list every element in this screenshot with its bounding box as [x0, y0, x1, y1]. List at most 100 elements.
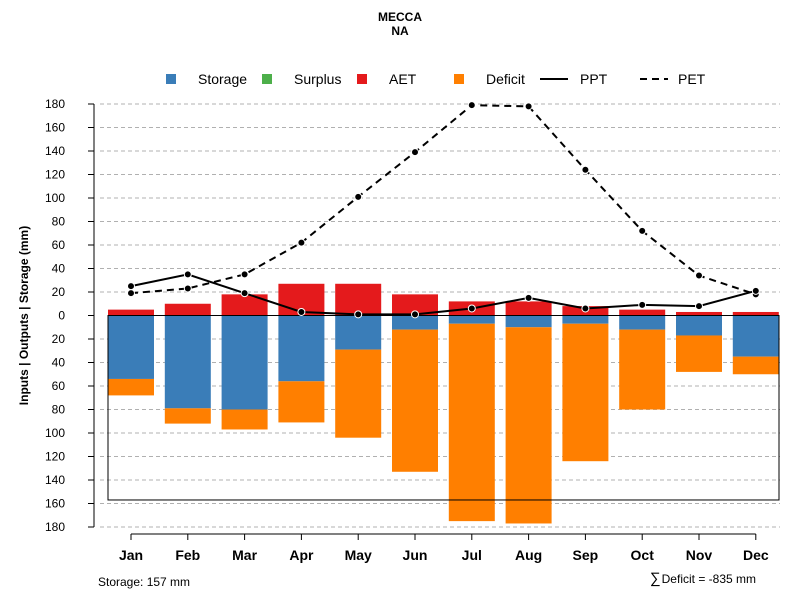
pet-point	[524, 102, 533, 111]
pet-point	[183, 284, 192, 293]
y-tick-label: 100	[45, 191, 65, 205]
ppt-point	[240, 289, 249, 298]
x-tick-label: Jul	[462, 547, 482, 563]
aet-bar	[108, 309, 154, 316]
y-tick-label: 20	[52, 332, 66, 346]
legend-label-aet: AET	[389, 71, 417, 87]
storage-bar	[505, 315, 552, 328]
legend-swatch-aet	[357, 74, 367, 84]
pet-point	[411, 148, 419, 157]
storage-capacity-label: Storage: 157 mm	[98, 575, 191, 589]
y-tick-label: 140	[45, 473, 65, 487]
aet-bar	[392, 294, 438, 316]
aet-bar	[732, 311, 779, 316]
chart-title: MECCA	[378, 10, 422, 24]
legend-label-ppt: PPT	[580, 71, 608, 87]
x-tick-label: Jun	[403, 547, 428, 563]
deficit-bar	[676, 335, 722, 372]
x-tick-label: Aug	[515, 547, 542, 563]
x-tick-label: Oct	[631, 547, 655, 563]
storage-bar	[676, 315, 722, 336]
deficit-bar	[335, 349, 382, 438]
storage-bar	[448, 315, 495, 324]
ppt-point	[297, 307, 306, 316]
storage-bar	[392, 315, 438, 330]
deficit-bar	[392, 329, 438, 472]
pet-point	[581, 165, 590, 174]
x-tick-label: May	[345, 547, 372, 563]
y-axis-title: Inputs | Outputs | Storage (mm)	[17, 226, 31, 405]
x-tick-label: Apr	[289, 547, 314, 563]
deficit-bar	[562, 323, 609, 462]
x-tick-label: Jan	[119, 547, 143, 563]
deficit-bar	[732, 356, 779, 375]
pet-point	[467, 101, 476, 110]
deficit-bar	[164, 408, 211, 424]
aet-bar	[221, 294, 268, 316]
legend-label-deficit: Deficit	[486, 71, 525, 87]
storage-bar	[164, 315, 211, 409]
storage-bar	[108, 315, 154, 379]
aet-bar	[676, 311, 722, 316]
ppt-point	[524, 293, 533, 302]
ppt-point	[354, 310, 363, 319]
pet-point	[354, 192, 363, 201]
y-tick-label: 120	[45, 450, 65, 464]
pet-point	[240, 270, 249, 279]
pet-point	[695, 271, 703, 280]
x-tick-label: Mar	[232, 547, 257, 563]
aet-bar	[619, 309, 666, 316]
y-tick-label: 60	[52, 238, 66, 252]
deficit-bar	[619, 329, 666, 410]
legend-swatch-surplus	[262, 74, 272, 84]
aet-bar	[164, 303, 211, 316]
y-tick-label: 140	[45, 144, 65, 158]
pet-point	[297, 238, 306, 247]
y-tick-label: 180	[45, 520, 65, 534]
y-tick-label: 160	[45, 121, 65, 135]
y-tick-label: 80	[52, 215, 66, 229]
y-tick-label: 180	[45, 97, 65, 111]
storage-bar	[732, 315, 779, 357]
storage-capacity-box	[107, 315, 780, 501]
storage-bar	[619, 315, 666, 330]
deficit-bar	[278, 381, 325, 423]
ppt-point	[581, 304, 590, 313]
legend-swatch-storage	[166, 74, 176, 84]
legend-label-storage: Storage	[198, 71, 247, 87]
ppt-point	[127, 282, 135, 291]
pet-point	[127, 289, 135, 298]
y-tick-label: 100	[45, 426, 65, 440]
y-tick-label: 160	[45, 497, 65, 511]
y-tick-label: 40	[52, 356, 66, 370]
pet-point	[638, 226, 647, 235]
storage-bar	[278, 315, 325, 382]
ppt-point	[638, 300, 647, 309]
y-tick-label: 0	[58, 309, 65, 323]
storage-bar	[562, 315, 609, 324]
deficit-bar	[448, 323, 495, 522]
legend-label-surplus: Surplus	[294, 71, 341, 87]
aet-bar	[505, 301, 552, 316]
deficit-total-label: ∑Deficit = -835 mm	[650, 570, 756, 587]
y-tick-label: 20	[52, 285, 66, 299]
x-tick-label: Nov	[686, 547, 713, 563]
ppt-line	[130, 273, 757, 316]
x-tick-label: Dec	[743, 547, 769, 563]
storage-bar	[221, 315, 268, 410]
y-tick-label: 60	[52, 379, 66, 393]
aet-bar	[335, 283, 382, 316]
sigma-icon: ∑	[649, 570, 661, 587]
chart-subtitle: NA	[391, 24, 409, 38]
y-tick-label: 80	[52, 403, 66, 417]
legend-swatch-deficit	[454, 74, 464, 84]
deficit-bar	[505, 327, 552, 524]
y-tick-label: 120	[45, 168, 65, 182]
storage-bar	[335, 315, 382, 350]
deficit-bar	[221, 409, 268, 430]
ppt-point	[467, 304, 476, 313]
x-tick-label: Feb	[175, 547, 200, 563]
legend-label-pet: PET	[678, 71, 706, 87]
deficit-total-text: Deficit = -835 mm	[661, 572, 756, 586]
